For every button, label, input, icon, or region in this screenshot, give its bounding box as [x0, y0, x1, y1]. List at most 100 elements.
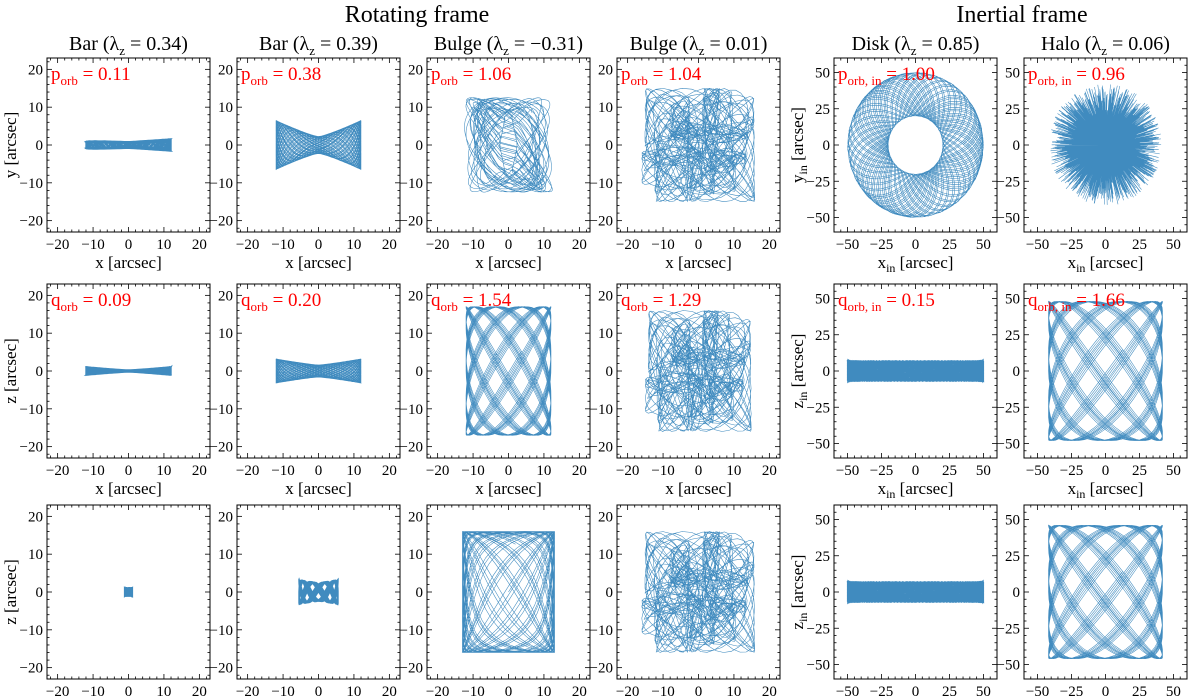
y-tick-label: −10: [20, 176, 43, 192]
x-tick-label: 25: [1132, 463, 1147, 479]
x-tick-label: −50: [1026, 684, 1049, 700]
x-tick-label: −20: [236, 463, 259, 479]
x-tick-label: 0: [315, 684, 323, 700]
y-tick-label: 25: [815, 549, 830, 565]
x-tick-label: −50: [1026, 463, 1049, 479]
y-tick-label: 10: [598, 547, 613, 563]
panel-title: Bar (λz = 0.39): [259, 33, 378, 58]
x-axis-label: x [arcsec]: [95, 253, 162, 272]
y-tick-label: −25: [997, 174, 1020, 190]
x-tick-label: 0: [912, 684, 920, 700]
y-tick-label: −20: [590, 440, 613, 456]
x-tick-label: 10: [536, 463, 551, 479]
x-tick-label: 0: [1102, 684, 1110, 700]
y-tick-label: −25: [807, 621, 830, 637]
y-tick-label: −50: [997, 658, 1020, 674]
x-tick-label: −20: [46, 463, 69, 479]
y-tick-label: 0: [36, 585, 44, 601]
y-axis-label: yin [arcsec]: [788, 107, 810, 183]
x-axis-label: x [arcsec]: [665, 479, 732, 498]
y-tick-label: 0: [1013, 138, 1021, 154]
y-tick-label: −10: [20, 623, 43, 639]
x-tick-label: 0: [315, 463, 323, 479]
y-tick-label: 0: [823, 138, 831, 154]
y-tick-label: 10: [218, 100, 233, 116]
x-tick-label: 0: [912, 237, 920, 253]
x-tick-label: −10: [271, 684, 294, 700]
x-tick-label: 20: [572, 684, 587, 700]
x-axis-label: x [arcsec]: [95, 479, 162, 498]
x-tick-label: 25: [1132, 684, 1147, 700]
x-tick-label: 25: [1132, 237, 1147, 253]
orbit-trace: [123, 586, 134, 598]
orbit-trace: [275, 358, 362, 384]
panel-r0-c4: −50 −25 0 25 50 −50 −25 0 25 50 xin [arcsec] yin [a…: [788, 33, 998, 275]
x-tick-label: −10: [651, 684, 674, 700]
y-tick-label: −20: [210, 440, 233, 456]
y-tick-label: 20: [408, 509, 423, 525]
y-tick-label: 0: [606, 364, 614, 380]
panel-r1-c5: −50 −25 0 25 50 −50 −25 0 25 50 xin [arcsec] qorb, …: [997, 283, 1188, 501]
x-tick-label: −25: [870, 237, 893, 253]
x-axis-label: x [arcsec]: [285, 479, 352, 498]
y-tick-label: −20: [210, 214, 233, 230]
y-tick-label: 50: [815, 66, 830, 82]
y-tick-label: −25: [807, 174, 830, 190]
orbit-trace: [83, 138, 174, 152]
x-tick-label: −10: [461, 463, 484, 479]
y-tick-label: −10: [590, 402, 613, 418]
y-tick-label: 20: [408, 62, 423, 78]
y-tick-label: −20: [20, 214, 43, 230]
y-tick-label: −25: [997, 400, 1020, 416]
panel-r0-c2: −20 −10 0 10 20 −20 −10 0 10 20 x [arcsec] Bulge (λ…: [400, 33, 591, 272]
orbit-trace: [275, 119, 362, 171]
x-tick-label: −10: [271, 237, 294, 253]
shape-annotation: qorb = 1.29: [621, 290, 701, 314]
shape-annotation: porb, in = 0.96: [1028, 64, 1125, 88]
y-tick-label: 10: [218, 547, 233, 563]
x-tick-label: 25: [942, 463, 957, 479]
y-tick-label: 20: [218, 509, 233, 525]
y-tick-label: 50: [815, 513, 830, 529]
orbit-trace: [461, 531, 555, 653]
y-tick-label: 20: [28, 288, 43, 304]
y-tick-label: −10: [210, 176, 233, 192]
y-tick-label: 25: [815, 102, 830, 118]
orbit-trace: [1050, 84, 1162, 205]
orbit-trace: [1047, 524, 1163, 660]
y-tick-label: −10: [210, 623, 233, 639]
y-tick-label: 10: [28, 100, 43, 116]
orbit-trace: [83, 364, 173, 377]
y-tick-label: 0: [606, 585, 614, 601]
orbit-trace: [641, 531, 756, 653]
y-tick-label: 0: [36, 364, 44, 380]
shape-annotation: porb = 1.04: [621, 64, 702, 88]
x-tick-label: 50: [1166, 237, 1181, 253]
x-tick-label: −20: [426, 684, 449, 700]
y-axis-label: zin [arcsec]: [788, 334, 810, 409]
x-tick-label: 10: [156, 684, 171, 700]
y-tick-label: 10: [28, 547, 43, 563]
orbit-trace: [464, 97, 553, 193]
x-tick-label: 0: [1102, 463, 1110, 479]
x-tick-label: 10: [726, 463, 741, 479]
panel-r0-c1: −20 −10 0 10 20 −20 −10 0 10 20 x [arcsec] Bar (λz …: [210, 33, 401, 272]
x-tick-label: −20: [236, 237, 259, 253]
x-tick-label: 0: [1102, 237, 1110, 253]
panel-r0-c3: −20 −10 0 10 20 −20 −10 0 10 20 x [arcsec] Bulge (λ…: [590, 33, 781, 272]
x-axis-label: x [arcsec]: [475, 253, 542, 272]
x-tick-label: 50: [976, 237, 991, 253]
panel-title: Bulge (λz = −0.31): [434, 33, 583, 58]
x-tick-label: −20: [426, 463, 449, 479]
x-tick-label: 0: [505, 463, 513, 479]
x-tick-label: 0: [125, 237, 133, 253]
x-tick-label: −50: [836, 237, 859, 253]
y-tick-label: 0: [226, 138, 234, 154]
orbit-trace: [298, 577, 339, 606]
y-tick-label: 10: [598, 326, 613, 342]
